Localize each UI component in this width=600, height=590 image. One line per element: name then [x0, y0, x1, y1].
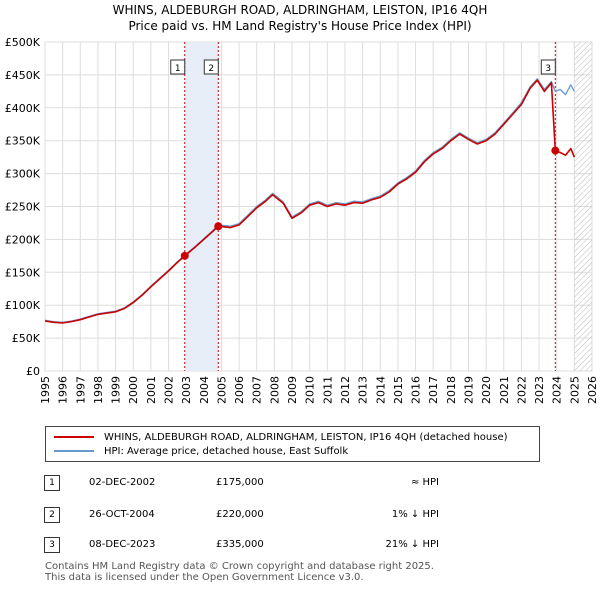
chart-legend: WHINS, ALDEBURGH ROAD, ALDRINGHAM, LEIST…	[45, 426, 540, 462]
x-tick-label: 2024	[551, 376, 564, 404]
y-tick-label: £250K	[5, 201, 41, 214]
x-tick-label: 2007	[251, 376, 264, 404]
y-tick-label: £300K	[5, 168, 41, 181]
x-tick-label: 2016	[410, 376, 423, 404]
transaction-price: £220,000	[216, 509, 264, 520]
transaction-marker: 2	[44, 507, 60, 523]
x-tick-label: 2025	[568, 376, 581, 404]
transaction-point	[214, 222, 223, 231]
transaction-point	[180, 251, 189, 260]
x-tick-label: 2003	[180, 376, 193, 404]
x-tick-label: 1997	[74, 376, 87, 404]
transaction-label-box	[203, 59, 219, 75]
attribution-line: Contains HM Land Registry data © Crown c…	[45, 561, 434, 572]
x-tick-label: 2020	[480, 376, 493, 404]
transaction-row: 3 08-DEC-2023 £335,000 21% ↓ HPI	[44, 537, 564, 553]
y-tick-label: £200K	[5, 233, 41, 246]
transaction-point	[551, 146, 560, 155]
transaction-marker: 3	[44, 537, 60, 553]
property-price-line	[44, 79, 576, 324]
legend-label-property: WHINS, ALDEBURGH ROAD, ALDRINGHAM, LEIST…	[104, 431, 508, 443]
x-tick-label: 2012	[339, 376, 352, 404]
transaction-hpi-diff: 21% ↓ HPI	[385, 539, 439, 550]
transaction-label-text: 1	[175, 64, 181, 74]
x-tick-label: 2002	[163, 376, 176, 404]
x-tick-label: 2009	[286, 376, 299, 404]
x-tick-label: 2011	[321, 376, 334, 404]
x-tick-label: 2023	[533, 376, 546, 404]
transaction-row: 1 02-DEC-2002 £175,000 ≈ HPI	[44, 475, 564, 491]
x-tick-label: 2026	[586, 376, 599, 404]
y-tick-label: £100K	[5, 299, 41, 312]
x-tick-label: 2008	[268, 376, 281, 404]
transaction-label-text: 3	[545, 64, 551, 74]
ownership-band	[184, 42, 219, 371]
transaction-hpi-diff: ≈ HPI	[410, 477, 439, 488]
x-tick-label: 2014	[374, 376, 387, 404]
x-tick-label: 2001	[145, 376, 158, 404]
transaction-hpi-diff: 1% ↓ HPI	[391, 509, 439, 520]
transaction-marker: 1	[44, 475, 60, 491]
x-tick-label: 1996	[57, 376, 70, 404]
transaction-date: 02-DEC-2002	[89, 477, 156, 488]
transaction-label-text: 2	[208, 64, 214, 74]
x-tick-label: 1998	[92, 376, 105, 404]
legend-swatch-hpi	[54, 450, 94, 452]
transaction-label-box	[170, 59, 186, 75]
x-tick-label: 2013	[357, 376, 370, 404]
chart-title-address: WHINS, ALDEBURGH ROAD, ALDRINGHAM, LEIST…	[112, 3, 488, 17]
x-tick-label: 2018	[445, 376, 458, 404]
attribution-footer: Contains HM Land Registry data © Crown c…	[45, 561, 434, 583]
transaction-row: 2 26-OCT-2004 £220,000 1% ↓ HPI	[44, 507, 564, 523]
legend-swatch-property	[54, 436, 94, 438]
x-tick-label: 2015	[392, 376, 405, 404]
y-tick-label: £50K	[12, 332, 41, 345]
x-tick-label: 2000	[127, 376, 140, 404]
x-tick-label: 2010	[304, 376, 317, 404]
x-tick-label: 2021	[498, 376, 511, 404]
transaction-price: £175,000	[216, 477, 264, 488]
y-tick-label: £500K	[5, 36, 41, 49]
x-tick-label: 1999	[110, 376, 123, 404]
x-tick-label: 2019	[462, 376, 475, 404]
x-tick-label: 2005	[215, 376, 228, 404]
license-line: This data is licensed under the Open Gov…	[45, 572, 364, 583]
transaction-date: 08-DEC-2023	[89, 539, 156, 550]
y-tick-label: £350K	[5, 135, 41, 148]
transaction-date: 26-OCT-2004	[89, 509, 155, 520]
x-tick-label: 2006	[233, 376, 246, 404]
x-tick-label: 2022	[515, 376, 528, 404]
y-tick-label: £150K	[5, 266, 41, 279]
x-tick-label: 2017	[427, 376, 440, 404]
x-tick-label: 1995	[39, 376, 52, 404]
chart-subtitle: Price paid vs. HM Land Registry's House …	[128, 19, 472, 33]
legend-item-property: WHINS, ALDEBURGH ROAD, ALDRINGHAM, LEIST…	[54, 430, 508, 444]
legend-label-hpi: HPI: Average price, detached house, East…	[104, 445, 349, 457]
y-tick-label: £400K	[5, 102, 41, 115]
future-hatch-region	[574, 42, 592, 371]
price-chart: £0 £50K £100K £150K £200K £250K £300K £350K £400…	[5, 36, 599, 404]
x-tick-label: 2004	[198, 376, 211, 404]
transaction-label-box	[540, 59, 556, 75]
y-tick-label: £0	[26, 365, 40, 378]
transaction-price: £335,000	[216, 539, 264, 550]
legend-item-hpi: HPI: Average price, detached house, East…	[54, 444, 348, 458]
y-tick-label: £450K	[5, 69, 41, 82]
